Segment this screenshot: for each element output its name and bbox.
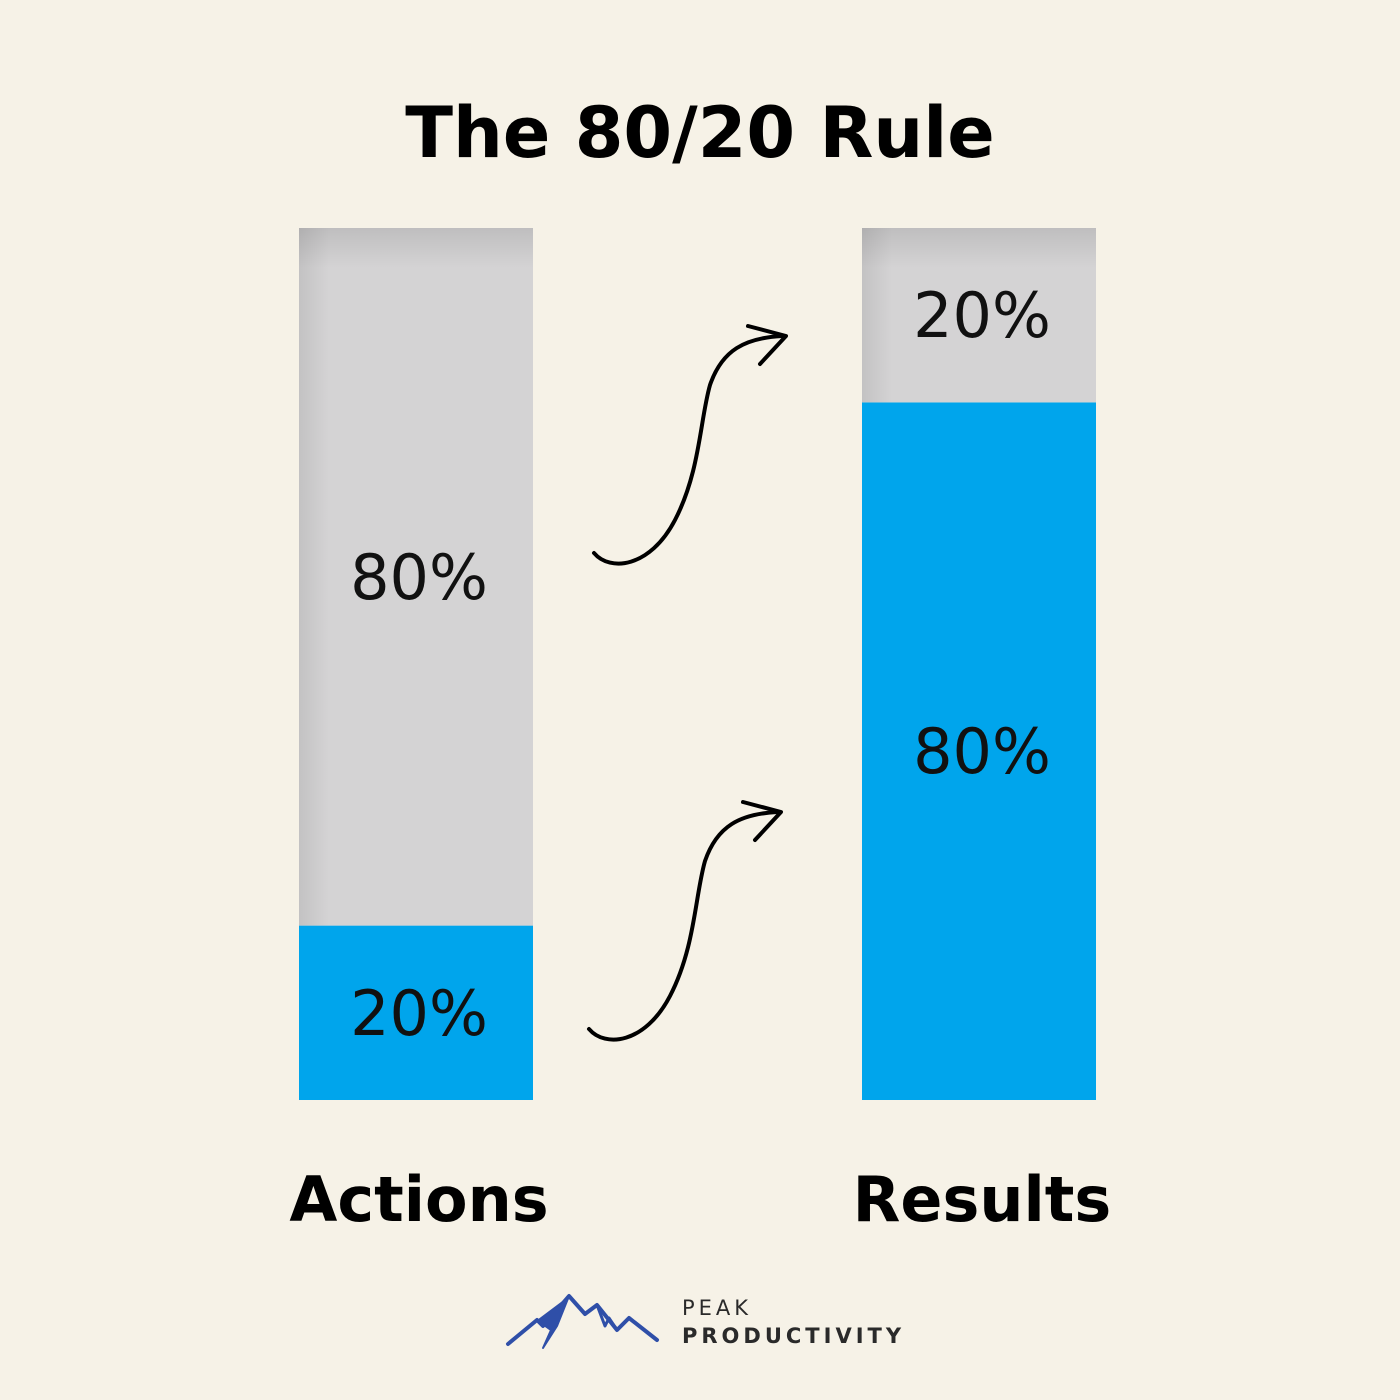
bar-segment-actions-neutral xyxy=(299,228,533,926)
data-label-actions-neutral: 80% xyxy=(350,541,488,614)
bar-segment-actions-accent xyxy=(299,925,533,1100)
bar-top-shadow xyxy=(862,228,1096,268)
data-label-results-neutral: 20% xyxy=(913,279,1051,352)
logo-text-productivity: PRODUCTIVITY xyxy=(682,1324,906,1348)
arrowhead-bottom xyxy=(741,800,783,842)
bar-top-shadow xyxy=(299,228,533,268)
bar-left-shadow xyxy=(862,228,892,403)
chart-title: The 80/20 Rule xyxy=(405,92,995,174)
data-label-actions-accent: 20% xyxy=(350,977,488,1050)
brand-logo: PEAK PRODUCTIVITY xyxy=(505,1290,905,1360)
mountain-peaks-icon xyxy=(506,1294,659,1349)
data-label-results-accent: 80% xyxy=(913,715,1051,788)
category-label-actions: Actions xyxy=(289,1163,549,1236)
arrow-to-results-bottom xyxy=(587,810,779,1042)
bar-left-shadow xyxy=(299,228,329,926)
arrow-to-results-top xyxy=(592,334,784,566)
logo-text-peak: PEAK xyxy=(682,1296,753,1320)
category-label-results: Results xyxy=(852,1163,1112,1236)
bar-segment-results-accent xyxy=(862,402,1096,1100)
arrowhead-top xyxy=(746,324,788,366)
